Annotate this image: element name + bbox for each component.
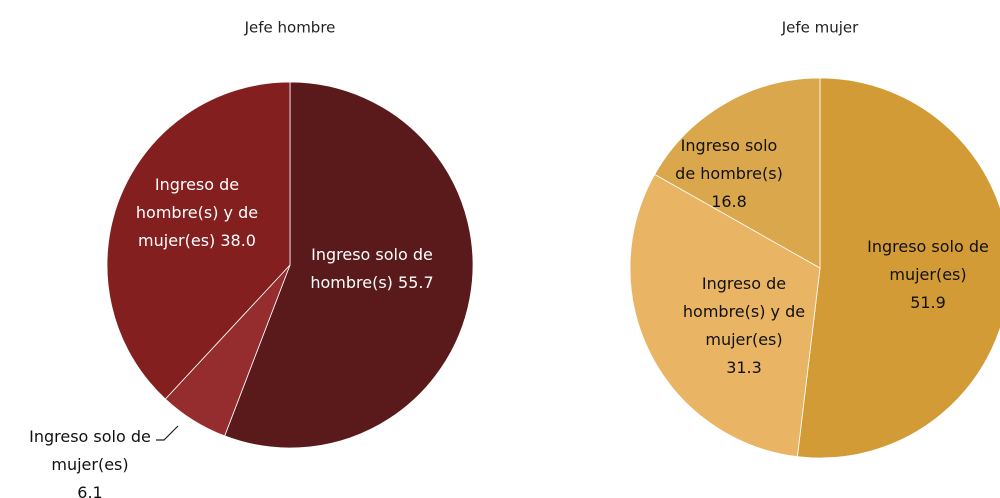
data-label: Ingreso de hombre(s) y de mujer(es) 38.0 bbox=[136, 175, 258, 250]
data-label-line: mujer(es) bbox=[889, 265, 966, 284]
data-label-line: mujer(es) bbox=[51, 455, 128, 474]
pie-slice bbox=[796, 77, 1000, 459]
data-label: Ingreso solo de hombre(s) 55.7 bbox=[310, 245, 433, 292]
leader-line bbox=[156, 425, 179, 441]
pie-slice bbox=[654, 77, 821, 269]
data-label-line: Ingreso de bbox=[155, 175, 239, 194]
data-label-line: Ingreso solo de bbox=[29, 427, 151, 446]
data-label-line: 31.3 bbox=[726, 358, 762, 377]
data-label-line: 6.1 bbox=[77, 483, 102, 498]
data-label-line: hombre(s) y de bbox=[683, 302, 805, 321]
data-label: Ingreso solo de hombre(s) 16.8 bbox=[675, 136, 783, 211]
data-label-line: mujer(es) bbox=[705, 330, 782, 349]
data-label-line: Ingreso solo bbox=[681, 136, 778, 155]
pie-slice bbox=[629, 173, 821, 458]
data-label: Ingreso de hombre(s) y de mujer(es) 31.3 bbox=[683, 274, 805, 377]
data-label-line: Ingreso solo de bbox=[867, 237, 989, 256]
data-label-line: 16.8 bbox=[711, 192, 747, 211]
data-label-line: 51.9 bbox=[910, 293, 946, 312]
pie-slice bbox=[224, 81, 474, 449]
data-label: Ingreso solo de mujer(es) 6.1 bbox=[29, 427, 151, 498]
data-label-line: Ingreso solo de bbox=[311, 245, 433, 264]
data-label-line: hombre(s) 55.7 bbox=[310, 273, 433, 292]
data-label: Ingreso solo de mujer(es) 51.9 bbox=[867, 237, 989, 312]
chart-title: Jefe mujer bbox=[781, 19, 859, 37]
data-label-line: hombre(s) y de bbox=[136, 203, 258, 222]
data-label-line: mujer(es) 38.0 bbox=[138, 231, 256, 250]
data-label-line: de hombre(s) bbox=[675, 164, 783, 183]
pie-slice bbox=[106, 81, 291, 400]
data-label-line: Ingreso de bbox=[702, 274, 786, 293]
chart-title: Jefe hombre bbox=[244, 19, 336, 37]
